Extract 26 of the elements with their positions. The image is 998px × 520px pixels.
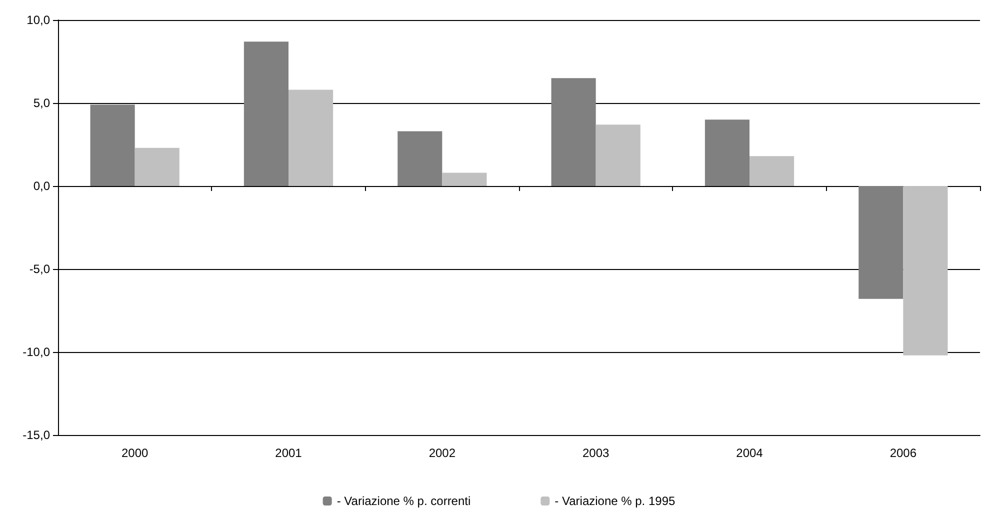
x-tick-label: 2001 (275, 446, 302, 460)
y-tick-label: 0,0 (33, 179, 50, 193)
x-tick-label: 2004 (736, 446, 764, 460)
legend-label: - Variazione % p. 1995 (554, 494, 676, 508)
bar (858, 186, 904, 299)
x-tick-label: 2000 (121, 446, 149, 460)
bar (442, 172, 487, 186)
bar (90, 104, 135, 186)
bar (288, 90, 334, 186)
bar (903, 186, 948, 356)
bar (750, 156, 794, 186)
y-tick-label: -15,0 (22, 428, 50, 442)
y-tick-label: -5,0 (29, 262, 50, 276)
x-tick-label: 2003 (582, 446, 610, 460)
bar (398, 131, 442, 186)
y-tick-label: 10,0 (26, 13, 50, 27)
x-tick-label: 2006 (890, 446, 917, 460)
y-tick-label: 5,0 (33, 96, 50, 110)
bar (596, 124, 640, 186)
legend-label: - Variazione % p. correnti (336, 494, 471, 508)
bar (244, 42, 288, 186)
bar (704, 120, 750, 186)
y-tick-label: -10,0 (22, 345, 50, 359)
bar (134, 148, 180, 186)
x-tick-label: 2002 (428, 446, 456, 460)
bar (551, 78, 596, 186)
